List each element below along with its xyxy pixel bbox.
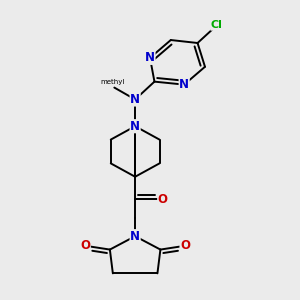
Text: O: O	[80, 238, 90, 252]
Text: O: O	[158, 193, 168, 206]
Text: N: N	[179, 78, 189, 91]
Text: methyl: methyl	[101, 79, 125, 85]
Text: N: N	[145, 51, 155, 64]
Text: Cl: Cl	[211, 20, 223, 30]
Text: N: N	[130, 120, 140, 133]
Text: O: O	[180, 238, 190, 252]
Text: N: N	[130, 93, 140, 106]
Text: N: N	[130, 230, 140, 243]
